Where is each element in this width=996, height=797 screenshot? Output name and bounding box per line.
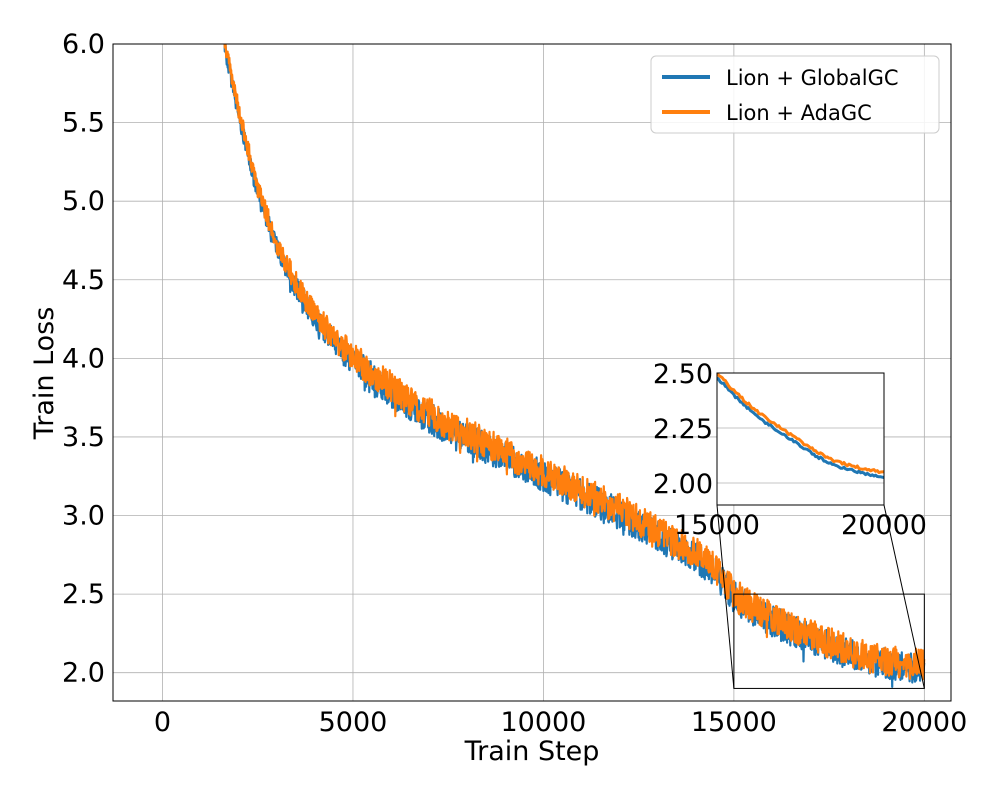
y-tick-label: 2.0 [62,658,105,689]
legend-label-globalgc: Lion + GlobalGC [726,66,899,90]
y-tick-label: 4.5 [62,265,105,296]
y-tick-label: 5.5 [62,108,105,139]
y-axis-label: Train Loss [29,307,60,441]
inset-x-tick-label: 15000 [674,510,760,541]
y-tick-label: 3.0 [62,501,105,532]
inset-series-group [717,373,884,480]
zoom-indicator [716,504,925,689]
x-tick-label: 10000 [500,707,586,738]
zoom-region-box [733,593,925,689]
inset-zoom-plot: 15000 20000 2.00 2.25 2.50 [653,359,927,541]
legend: Lion + GlobalGC Lion + AdaGC [650,55,940,134]
x-tick-label: 20000 [881,707,967,738]
inset-series-line-1 [717,373,884,475]
main-tick-labels: 0 5000 10000 15000 20000 2.0 2.5 3.0 3.5 4.0 4.5 5.… [62,29,967,738]
legend-box [650,55,940,134]
legend-label-adagc: Lion + AdaGC [726,101,872,125]
inset-y-tick-label: 2.50 [653,359,713,390]
x-tick-label: 5000 [319,707,388,738]
inset-tick-labels: 15000 20000 2.00 2.25 2.50 [653,359,927,541]
zoom-connector-left [716,504,735,689]
series-line-0 [223,44,926,688]
inset-y-tick-label: 2.00 [653,469,713,500]
inset-y-tick-label: 2.25 [653,414,713,445]
y-tick-label: 3.5 [62,422,105,453]
y-tick-label: 2.5 [62,579,105,610]
series-line-1 [223,44,926,681]
x-tick-label: 0 [154,707,171,738]
y-tick-label: 5.0 [62,186,105,217]
zoom-connector-right [883,504,925,689]
main-series-group [223,44,926,688]
inset-frame [716,372,885,506]
x-tick-label: 15000 [691,707,777,738]
inset-x-tick-label: 20000 [841,510,927,541]
x-axis-label: Train Step [464,736,600,767]
y-tick-label: 4.0 [62,343,105,374]
y-tick-label: 6.0 [62,29,105,60]
plot-area-frame [112,43,952,702]
inset-series-line-0 [717,376,884,480]
